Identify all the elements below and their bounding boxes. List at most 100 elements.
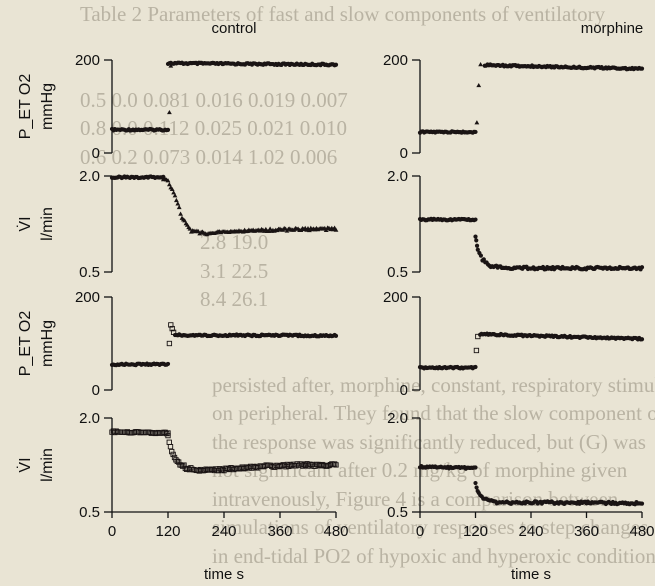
data-point-triangle xyxy=(171,190,176,195)
y-tick-label: 0 xyxy=(400,145,408,162)
data-point-square xyxy=(170,451,176,458)
data-point-square xyxy=(475,333,481,340)
chart-panel-top-left: 200 0 control P_ET O2 mmHg xyxy=(17,20,339,162)
y-axis-label-line: mmHg xyxy=(39,83,56,130)
data-point-triangle xyxy=(175,201,181,206)
y-axis-label: V̇I l/min xyxy=(16,448,56,482)
data-point xyxy=(333,333,339,338)
x-tick-label: 0 xyxy=(416,523,424,540)
data-point-square xyxy=(170,329,177,335)
data-point-triangle xyxy=(333,227,339,232)
data-point xyxy=(473,465,478,470)
data-point xyxy=(639,66,645,71)
x-tick-label: 480 xyxy=(323,523,348,540)
data-point-square xyxy=(169,448,175,455)
data-point-square xyxy=(167,443,174,450)
data-point-square xyxy=(331,461,338,467)
data-point-triangle xyxy=(182,218,188,223)
data-point-square xyxy=(166,340,173,347)
y-tick-label: 2.0 xyxy=(79,410,100,427)
data-point xyxy=(474,238,479,243)
y-tick-label: 200 xyxy=(75,289,100,306)
data-point-triangle xyxy=(172,193,178,198)
data-point-square xyxy=(249,465,255,471)
data-point xyxy=(473,364,478,370)
x-tick-label: 480 xyxy=(629,523,654,540)
y-axis-label-line: P_ET O2 xyxy=(17,311,34,377)
data-point xyxy=(473,217,478,222)
x-axis-label: time s xyxy=(511,566,551,583)
x-tick-label: 360 xyxy=(267,523,292,540)
y-axis-label: P_ET O2 mmHg xyxy=(17,74,56,140)
data-point-square xyxy=(119,429,125,435)
y-tick-label: 2.0 xyxy=(79,168,100,185)
data-point xyxy=(474,485,479,490)
data-point-triangle xyxy=(167,182,172,187)
y-axis-label-line: V̇I xyxy=(16,216,34,231)
data-point-square xyxy=(181,462,187,468)
data-point-triangle xyxy=(169,186,175,192)
chart-panel-lower-mid-left: 200 0 P_ET O2 mmHg xyxy=(17,289,339,399)
data-point-square xyxy=(165,432,171,439)
x-axis-label: time s xyxy=(204,566,244,583)
data-point-square xyxy=(178,462,184,468)
y-axis-label-line: P_ET O2 xyxy=(17,74,34,140)
y-tick-label: 0 xyxy=(92,382,100,399)
data-point-triangle xyxy=(187,226,193,231)
data-point-triangle xyxy=(178,211,183,216)
y-axis-label-line: l/min xyxy=(39,207,56,241)
data-point xyxy=(333,62,339,67)
y-tick-label: 0 xyxy=(92,145,100,162)
data-point-square xyxy=(473,347,480,354)
data-point xyxy=(473,129,478,135)
data-point xyxy=(475,247,480,252)
chart-panel-top-right: 200 0 morphine xyxy=(383,20,645,162)
y-tick-label: 0 xyxy=(400,382,408,399)
data-point-triangle xyxy=(478,62,483,67)
y-tick-label: 0.5 xyxy=(79,504,100,521)
data-point xyxy=(165,127,171,133)
data-point-triangle xyxy=(167,109,172,115)
y-tick-label: 0.5 xyxy=(387,504,408,521)
data-point-square xyxy=(117,429,124,435)
data-point xyxy=(165,361,171,367)
x-tick-label: 360 xyxy=(574,523,599,540)
y-tick-label: 0.5 xyxy=(387,264,408,281)
data-point-triangle xyxy=(174,197,179,203)
chart-panel-bottom-right: 2.0 0.5 0 120 240 360 480 time s xyxy=(387,410,654,583)
data-point-triangle xyxy=(323,227,329,232)
data-point xyxy=(639,265,645,270)
chart-panel-upper-mid-right: 2.0 0.5 xyxy=(387,168,645,281)
data-point-square xyxy=(166,439,172,445)
panel-title: control xyxy=(211,20,256,37)
y-axis-label: V̇I l/min xyxy=(16,207,56,241)
x-tick-label: 240 xyxy=(211,523,236,540)
data-point xyxy=(474,243,480,248)
y-tick-label: 2.0 xyxy=(387,168,408,185)
chart-panel-upper-mid-left: 2.0 0.5 V̇I l/min xyxy=(16,168,339,281)
data-point-square xyxy=(162,429,168,435)
data-point xyxy=(473,480,478,486)
data-point xyxy=(473,234,478,239)
data-point-triangle xyxy=(176,204,182,210)
data-point-triangle xyxy=(474,120,480,125)
y-axis-label-line: mmHg xyxy=(39,320,56,367)
y-axis-label: P_ET O2 mmHg xyxy=(17,311,56,377)
panel-title: morphine xyxy=(581,20,644,37)
data-point-triangle xyxy=(476,82,482,88)
data-point xyxy=(639,501,645,506)
y-tick-label: 200 xyxy=(383,289,408,306)
data-point-square xyxy=(176,459,182,465)
data-point xyxy=(478,253,483,258)
data-point-square xyxy=(169,325,175,332)
chart-panel-bottom-left: 2.0 0.5 0 120 240 360 480 time s V̇I l/min xyxy=(16,410,349,583)
data-point-triangle xyxy=(168,63,174,68)
y-tick-label: 2.0 xyxy=(387,410,408,427)
data-point xyxy=(639,337,645,342)
data-point-triangle xyxy=(165,178,171,183)
y-axis-label-line: l/min xyxy=(39,448,56,482)
x-tick-label: 240 xyxy=(518,523,543,540)
data-point-square xyxy=(174,458,180,465)
